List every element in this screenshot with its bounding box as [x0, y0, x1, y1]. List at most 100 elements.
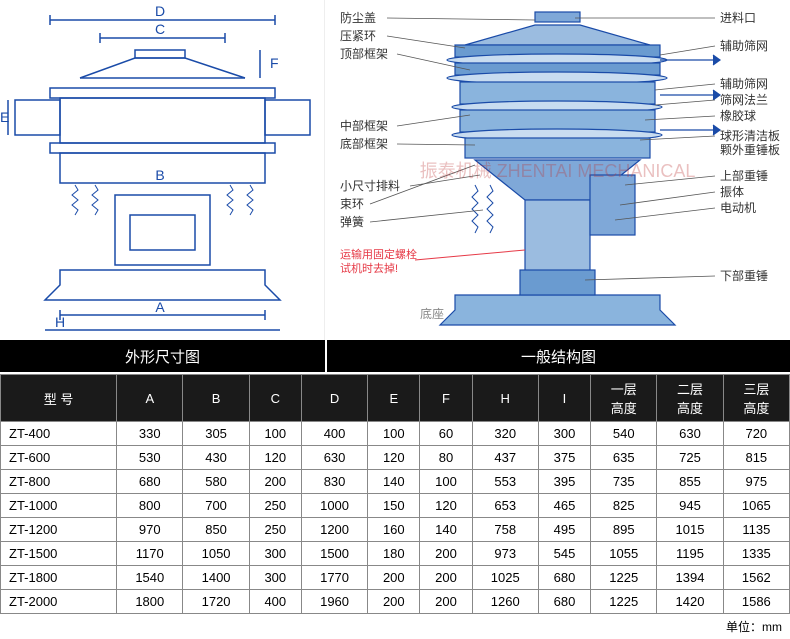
- table-header-cell: B: [183, 375, 249, 422]
- table-row: ZT-1500117010503001500180200973545105511…: [1, 542, 790, 566]
- table-cell: 1540: [117, 566, 183, 590]
- table-cell: 553: [472, 470, 538, 494]
- warning-line1: 运输用固定螺栓: [340, 247, 417, 261]
- table-cell: 1960: [301, 590, 367, 614]
- table-cell: 758: [472, 518, 538, 542]
- table-cell: 375: [538, 446, 590, 470]
- table-cell: 1260: [472, 590, 538, 614]
- warning-line2: 试机时去掉!: [340, 261, 398, 275]
- table-cell: 100: [249, 422, 301, 446]
- table-cell: 1135: [723, 518, 789, 542]
- table-cell: 635: [591, 446, 657, 470]
- table-cell: 1015: [657, 518, 723, 542]
- table-cell: 160: [368, 518, 420, 542]
- table-cell: 250: [249, 518, 301, 542]
- table-header-cell: C: [249, 375, 301, 422]
- table-cell: 1025: [472, 566, 538, 590]
- table-cell: 100: [368, 422, 420, 446]
- table-cell: 1065: [723, 494, 789, 518]
- table-cell: 120: [249, 446, 301, 470]
- table-cell: 1000: [301, 494, 367, 518]
- table-header-cell: A: [117, 375, 183, 422]
- table-cell: 825: [591, 494, 657, 518]
- callout-mid-frame: 中部框架: [340, 118, 388, 133]
- page-container: D C F: [0, 0, 790, 639]
- table-cell: 400: [301, 422, 367, 446]
- table-header-row: 型 号ABCDEFHI一层高度二层高度三层高度: [1, 375, 790, 422]
- table-cell: 855: [657, 470, 723, 494]
- table-cell: 1055: [591, 542, 657, 566]
- table-cell: ZT-1500: [1, 542, 117, 566]
- spec-table: 型 号ABCDEFHI一层高度二层高度三层高度 ZT-4003303051004…: [0, 374, 790, 614]
- table-cell: ZT-2000: [1, 590, 117, 614]
- table-cell: 1420: [657, 590, 723, 614]
- table-cell: 100: [420, 470, 472, 494]
- table-cell: 1195: [657, 542, 723, 566]
- table-cell: 1500: [301, 542, 367, 566]
- dim-H-label: H: [55, 314, 65, 330]
- table-cell: 945: [657, 494, 723, 518]
- dim-F-label: F: [270, 55, 279, 71]
- table-row: ZT-60053043012063012080437375635725815: [1, 446, 790, 470]
- table-cell: 120: [368, 446, 420, 470]
- table-row: ZT-2000180017204001960200200126068012251…: [1, 590, 790, 614]
- table-cell: 1586: [723, 590, 789, 614]
- table-cell: 140: [420, 518, 472, 542]
- label-dimensional: 外形尺寸图: [0, 340, 325, 372]
- table-cell: 1800: [117, 590, 183, 614]
- callout-lower-hammer: 下部重锤: [720, 268, 768, 283]
- table-cell: 200: [420, 590, 472, 614]
- structural-diagram: 防尘盖 压紧环 顶部框架 中部框架 底部框架 小尺寸排料 束环 弹簧 进料口 辅…: [325, 0, 790, 340]
- callout-bot-frame: 底部框架: [340, 136, 388, 151]
- table-cell: 200: [368, 566, 420, 590]
- table-cell: 1720: [183, 590, 249, 614]
- table-cell: 680: [117, 470, 183, 494]
- table-cell: 320: [472, 422, 538, 446]
- table-cell: 815: [723, 446, 789, 470]
- table-header-cell: F: [420, 375, 472, 422]
- callout-inlet: 进料口: [720, 11, 756, 25]
- table-cell: 1225: [591, 590, 657, 614]
- table-row: ZT-1200970850250120016014075849589510151…: [1, 518, 790, 542]
- table-cell: 1170: [117, 542, 183, 566]
- callout-vib-body: 振体: [720, 185, 744, 199]
- table-cell: 180: [368, 542, 420, 566]
- table-cell: 630: [657, 422, 723, 446]
- table-cell: 80: [420, 446, 472, 470]
- callout-aux-screen2: 辅助筛网: [720, 76, 768, 91]
- callout-rubber-ball: 橡胶球: [720, 108, 756, 123]
- table-cell: 1050: [183, 542, 249, 566]
- table-cell: 680: [538, 566, 590, 590]
- dim-A-label: A: [155, 299, 165, 315]
- table-cell: 300: [249, 566, 301, 590]
- callout-clean-plate: 球形清洁板: [720, 129, 780, 143]
- table-cell: 970: [117, 518, 183, 542]
- table-header-cell: 二层高度: [657, 375, 723, 422]
- unit-label: 单位：mm: [0, 614, 790, 639]
- callout-motor: 电动机: [720, 201, 756, 215]
- table-cell: 200: [368, 590, 420, 614]
- dim-D-label: D: [155, 3, 165, 19]
- table-cell: 495: [538, 518, 590, 542]
- table-cell: 437: [472, 446, 538, 470]
- table-cell: 800: [117, 494, 183, 518]
- table-header-cell: 型 号: [1, 375, 117, 422]
- table-cell: ZT-400: [1, 422, 117, 446]
- table-header-cell: 一层高度: [591, 375, 657, 422]
- callout-dust-cover: 防尘盖: [340, 10, 376, 25]
- callout-spring: 弹簧: [340, 214, 364, 229]
- table-cell: 630: [301, 446, 367, 470]
- table-cell: 200: [249, 470, 301, 494]
- table-cell: 830: [301, 470, 367, 494]
- table-row: ZT-1000800700250100015012065346582594510…: [1, 494, 790, 518]
- table-row: ZT-1800154014003001770200200102568012251…: [1, 566, 790, 590]
- dim-E-label: E: [0, 109, 9, 125]
- table-header-cell: E: [368, 375, 420, 422]
- table-cell: 140: [368, 470, 420, 494]
- table-cell: 1200: [301, 518, 367, 542]
- table-cell: 1770: [301, 566, 367, 590]
- table-cell: 725: [657, 446, 723, 470]
- table-row: ZT-40033030510040010060320300540630720: [1, 422, 790, 446]
- table-cell: 700: [183, 494, 249, 518]
- table-cell: 60: [420, 422, 472, 446]
